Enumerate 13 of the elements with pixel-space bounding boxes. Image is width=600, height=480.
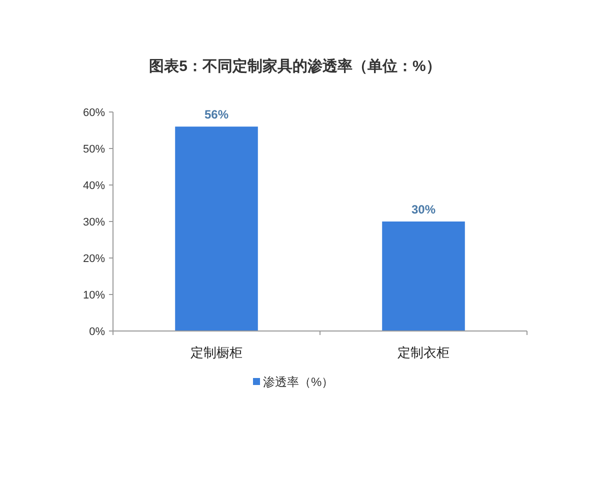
y-tick-label: 40%	[82, 180, 106, 192]
data-label: 30%	[411, 202, 436, 216]
y-tick-label: 60%	[82, 107, 106, 119]
data-label: 56%	[204, 108, 229, 122]
legend: 渗透率（%）	[253, 375, 334, 389]
chart-title: 图表5：不同定制家具的渗透率（单位：%）	[149, 57, 441, 75]
y-tick-label: 20%	[82, 253, 106, 265]
y-tick-label: 0%	[89, 326, 106, 338]
y-tick-label: 10%	[82, 290, 106, 302]
y-tick-label: 50%	[82, 144, 106, 156]
x-tick-label: 定制衣柜	[398, 345, 450, 360]
y-tick-label: 30%	[82, 216, 106, 228]
x-tick-label: 定制橱柜	[190, 345, 242, 360]
